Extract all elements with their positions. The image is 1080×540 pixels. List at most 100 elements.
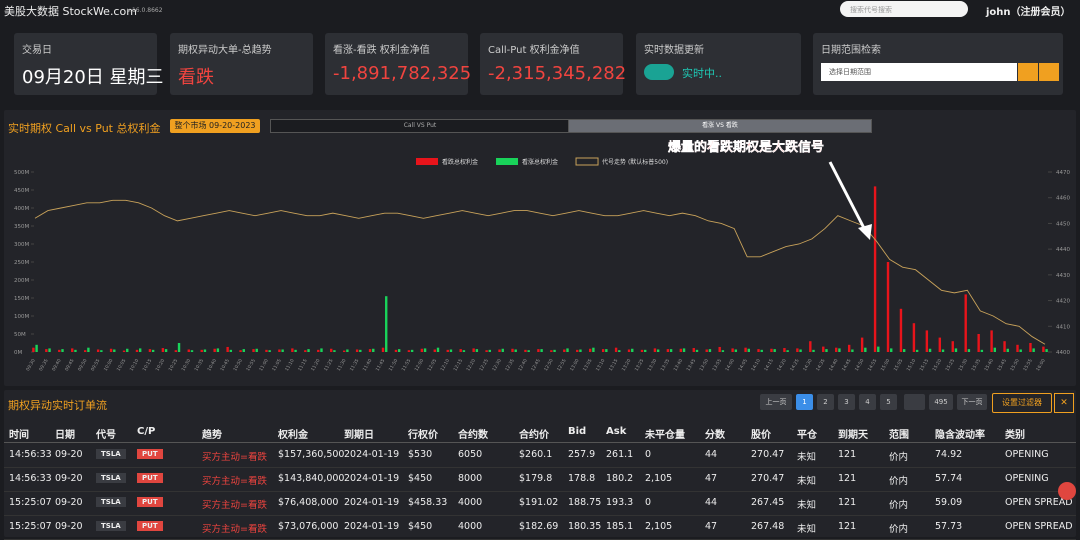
x-tick-label: 09:55 xyxy=(90,358,102,372)
date-input[interactable]: 选择日期范围 xyxy=(821,63,1017,81)
x-tick-label: 12:05 xyxy=(426,358,438,372)
bar xyxy=(148,349,152,352)
cell: 267.45 xyxy=(751,497,785,508)
column-header[interactable]: 分数 xyxy=(705,430,725,441)
bar xyxy=(187,349,190,352)
bar xyxy=(524,349,527,352)
bar xyxy=(87,347,90,352)
x-tick-label: 10:40 xyxy=(206,358,218,372)
bar xyxy=(200,349,203,352)
bar xyxy=(498,349,501,352)
bar xyxy=(656,349,660,352)
column-header[interactable]: 股价 xyxy=(751,430,771,441)
page-button[interactable]: 1 xyxy=(796,394,813,410)
page-button[interactable]: 2 xyxy=(817,394,834,410)
legend-swatch xyxy=(496,158,519,165)
column-header[interactable]: 未平仓量 xyxy=(645,430,685,441)
bar xyxy=(45,349,48,352)
column-header[interactable]: 代号 xyxy=(96,430,116,441)
page-button[interactable]: 495 xyxy=(929,394,953,410)
bar xyxy=(281,349,284,352)
bar xyxy=(190,350,194,352)
page-next[interactable]: 下一页 xyxy=(957,394,987,410)
x-tick-label: 15:20 xyxy=(931,358,943,372)
x-tick-label: 10:25 xyxy=(167,358,179,372)
page-button[interactable]: 5 xyxy=(880,394,897,410)
bar xyxy=(941,349,945,352)
bar xyxy=(291,348,294,352)
market-button[interactable]: 整个市场 09-20-2023 xyxy=(170,119,260,133)
cell: $450 xyxy=(408,473,433,484)
x-tick-label: 14:00 xyxy=(724,358,736,372)
page-prev[interactable]: 上一页 xyxy=(760,394,792,410)
column-header[interactable]: 趋势 xyxy=(202,430,222,441)
column-header[interactable]: Ask xyxy=(606,426,627,437)
bar xyxy=(514,349,517,352)
row-divider xyxy=(4,515,1076,516)
column-header[interactable]: 权利金 xyxy=(278,430,308,441)
bar xyxy=(1042,346,1045,352)
cell: 价内 xyxy=(889,476,909,487)
bar xyxy=(951,341,954,352)
cell: OPEN SPREAD xyxy=(1005,497,1073,508)
x-tick-label: 14:20 xyxy=(776,358,788,372)
bar xyxy=(928,348,932,352)
cell: 47 xyxy=(705,473,718,484)
tab-active[interactable]: 看涨 VS 看跌 xyxy=(568,119,872,133)
x-tick-label: 13:25 xyxy=(634,358,646,372)
filter-button[interactable]: 设置过滤器 xyxy=(992,393,1052,413)
bar xyxy=(372,348,375,352)
card-value: 09月20日 星期三 xyxy=(22,67,164,88)
bar xyxy=(592,347,595,352)
column-header[interactable]: 到期日 xyxy=(344,430,374,441)
x-tick-label: 14:10 xyxy=(750,358,762,372)
cell: 74.92 xyxy=(935,449,963,460)
column-header[interactable]: 隐含波动率 xyxy=(935,430,985,441)
bar xyxy=(643,349,647,352)
cell: 买方主动=看跌 xyxy=(202,524,267,535)
bar xyxy=(718,346,721,352)
column-header[interactable]: 类别 xyxy=(1005,430,1025,441)
bar xyxy=(977,334,980,352)
toggle[interactable] xyxy=(644,64,674,80)
cell: 买方主动=看跌 xyxy=(202,476,267,487)
column-header[interactable]: 合约数 xyxy=(458,430,488,441)
clear-button[interactable] xyxy=(1039,63,1059,81)
page-button[interactable]: 4 xyxy=(859,394,876,410)
brand[interactable]: 美股大数据 StockWe.com xyxy=(4,5,137,18)
bar xyxy=(459,349,462,352)
column-header[interactable]: C/P xyxy=(137,426,156,437)
chart-panel: 实时期权 Call vs Put 总权利金 整个市场 09-20-2023 Ca… xyxy=(4,110,1076,386)
calendar-button[interactable] xyxy=(1018,63,1038,81)
x-tick-label: 10:05 xyxy=(116,358,128,372)
bar xyxy=(614,347,618,352)
bar xyxy=(783,348,786,352)
column-header[interactable]: 范围 xyxy=(889,430,909,441)
page-gap xyxy=(904,394,925,410)
y2-tick-label: 4400 xyxy=(1056,350,1070,356)
bar xyxy=(61,349,64,352)
bar xyxy=(268,350,271,352)
tab[interactable]: Call VS Put xyxy=(270,119,570,133)
cell: $450 xyxy=(408,521,433,532)
column-header[interactable]: 平仓 xyxy=(797,430,817,441)
column-header[interactable]: Bid xyxy=(568,426,587,437)
column-header[interactable]: 日期 xyxy=(55,430,75,441)
column-header[interactable]: 行权价 xyxy=(408,430,438,441)
bar xyxy=(83,350,87,352)
search-box[interactable]: 搜索代号搜索 xyxy=(840,1,968,17)
close-button[interactable]: ✕ xyxy=(1054,393,1074,413)
column-header[interactable]: 时间 xyxy=(9,430,29,441)
column-header[interactable]: 合约价 xyxy=(519,430,549,441)
chat-icon[interactable] xyxy=(1058,482,1076,500)
card-value: -2,315,345,282 xyxy=(488,63,627,84)
cell: 188.75 xyxy=(568,497,602,508)
cell: 178.8 xyxy=(568,473,596,484)
x-tick-label: 15:45 xyxy=(996,358,1008,372)
bar xyxy=(550,350,553,352)
column-header[interactable]: 到期天 xyxy=(838,430,868,441)
bar xyxy=(138,348,142,352)
cell: 2024-01-19 xyxy=(344,449,400,460)
page-button[interactable]: 3 xyxy=(838,394,855,410)
user[interactable]: john（注册会员） xyxy=(986,7,1071,18)
